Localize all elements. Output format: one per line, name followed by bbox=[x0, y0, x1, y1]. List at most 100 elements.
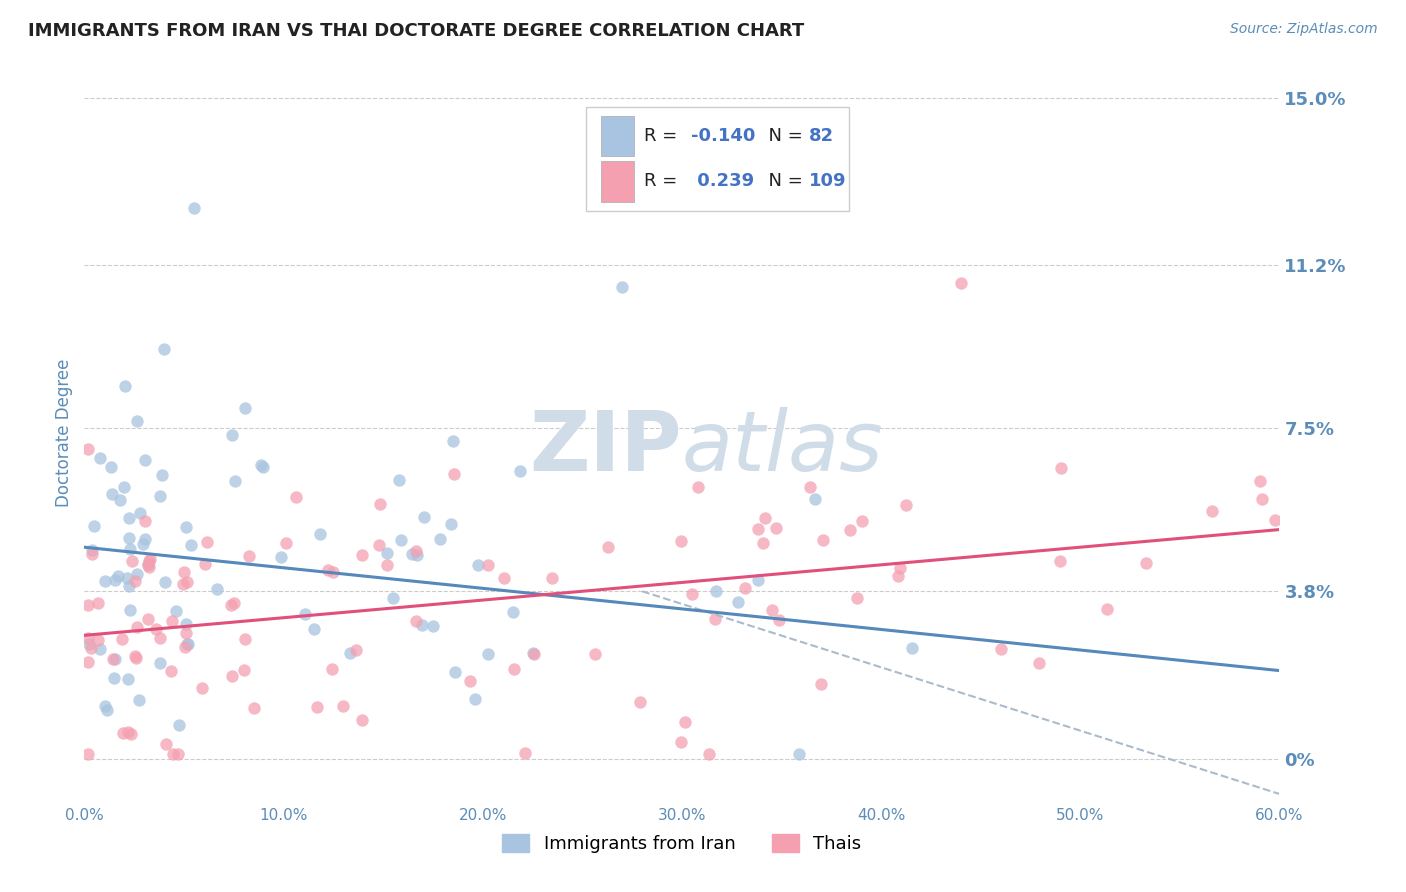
Point bbox=[375, 545, 398, 559]
Point bbox=[270, 549, 292, 564]
Point bbox=[367, 538, 389, 552]
Point bbox=[104, 574, 127, 588]
Point bbox=[307, 699, 329, 714]
Point bbox=[101, 651, 124, 665]
Point bbox=[77, 637, 100, 651]
Point bbox=[94, 699, 117, 714]
Text: N =: N = bbox=[758, 172, 808, 191]
Point bbox=[322, 565, 344, 579]
Point bbox=[83, 519, 105, 533]
Point bbox=[177, 637, 200, 651]
Point bbox=[765, 521, 787, 535]
Point bbox=[80, 641, 103, 656]
Point bbox=[1264, 512, 1286, 526]
Point bbox=[134, 453, 156, 467]
Point bbox=[502, 662, 524, 676]
Point bbox=[522, 646, 544, 660]
Point bbox=[162, 747, 184, 762]
Point bbox=[165, 604, 187, 618]
Point bbox=[699, 747, 721, 762]
Point bbox=[114, 378, 136, 392]
Text: R =: R = bbox=[644, 172, 683, 191]
Point bbox=[1201, 504, 1223, 518]
Point bbox=[118, 542, 141, 557]
Point bbox=[887, 569, 910, 583]
Point bbox=[118, 531, 141, 545]
Point bbox=[138, 560, 160, 574]
Point bbox=[172, 576, 194, 591]
Point bbox=[839, 524, 862, 538]
Point bbox=[219, 598, 242, 612]
Point bbox=[101, 486, 124, 500]
Point bbox=[477, 558, 499, 572]
Point bbox=[136, 558, 159, 572]
Point bbox=[513, 747, 536, 761]
Point bbox=[889, 561, 911, 575]
Text: atlas: atlas bbox=[682, 407, 883, 488]
Point bbox=[149, 489, 172, 503]
Point bbox=[302, 622, 325, 636]
Point bbox=[149, 656, 172, 670]
Point bbox=[768, 613, 790, 627]
Point bbox=[194, 557, 217, 571]
Point bbox=[111, 726, 134, 740]
Point bbox=[233, 401, 256, 415]
Point bbox=[224, 474, 246, 488]
Point bbox=[124, 649, 146, 664]
Point bbox=[252, 459, 274, 474]
Point bbox=[787, 747, 810, 762]
Point bbox=[460, 674, 482, 689]
Point bbox=[124, 574, 146, 588]
Point bbox=[94, 574, 117, 589]
Point bbox=[321, 662, 343, 676]
Point bbox=[413, 510, 436, 524]
Point bbox=[811, 533, 834, 547]
Point bbox=[411, 618, 433, 632]
Point bbox=[233, 632, 256, 647]
Point bbox=[138, 554, 160, 568]
Point bbox=[628, 695, 651, 709]
Point bbox=[441, 434, 464, 449]
Point bbox=[128, 693, 150, 707]
Point bbox=[111, 632, 134, 646]
Point bbox=[686, 479, 709, 493]
Point bbox=[150, 467, 173, 482]
Point bbox=[949, 276, 972, 290]
Point bbox=[675, 714, 697, 729]
Point bbox=[174, 640, 197, 654]
Point bbox=[224, 596, 246, 610]
Point bbox=[804, 492, 827, 507]
Point bbox=[350, 549, 373, 563]
Point bbox=[77, 631, 100, 645]
Point bbox=[901, 641, 924, 656]
Point bbox=[851, 514, 873, 528]
Point bbox=[155, 737, 177, 751]
Point bbox=[332, 698, 354, 713]
Point bbox=[125, 651, 148, 665]
Point bbox=[747, 522, 769, 536]
Point bbox=[134, 532, 156, 546]
Point bbox=[339, 646, 361, 660]
Point bbox=[681, 587, 703, 601]
Point bbox=[176, 637, 198, 651]
Point bbox=[174, 616, 197, 631]
Point bbox=[467, 558, 489, 572]
Point bbox=[704, 584, 727, 599]
Point bbox=[125, 620, 148, 634]
Point bbox=[117, 725, 139, 739]
Point bbox=[388, 473, 411, 487]
Point bbox=[77, 655, 100, 669]
Point bbox=[100, 460, 122, 475]
Text: N =: N = bbox=[758, 127, 808, 145]
Point bbox=[1050, 461, 1073, 475]
Point bbox=[153, 574, 176, 589]
Point bbox=[115, 571, 138, 585]
Point bbox=[77, 442, 100, 456]
Point bbox=[1028, 656, 1050, 670]
Text: Source: ZipAtlas.com: Source: ZipAtlas.com bbox=[1230, 22, 1378, 37]
Point bbox=[583, 647, 606, 661]
Point bbox=[671, 734, 693, 748]
Bar bbox=[600, 161, 634, 202]
Point bbox=[747, 573, 769, 587]
Point bbox=[180, 538, 202, 552]
